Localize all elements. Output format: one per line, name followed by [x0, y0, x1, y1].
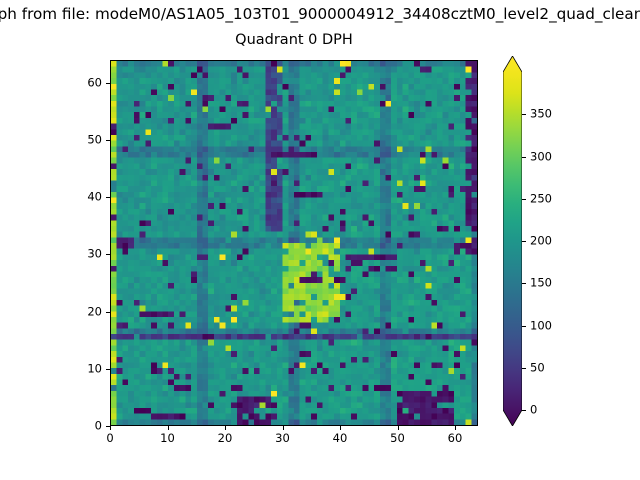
- y-tick-mark: [106, 311, 110, 313]
- x-tick-label: 40: [332, 431, 348, 445]
- x-tick-label: 20: [217, 431, 233, 445]
- y-tick-label: 0: [94, 418, 102, 433]
- x-tick-mark: [397, 426, 399, 430]
- page-title: Quadrant 0 DPH: [235, 32, 353, 48]
- colorbar-tick-label: 50: [530, 360, 545, 375]
- x-tick-mark: [225, 426, 226, 430]
- x-tick-label: 30: [275, 431, 290, 445]
- y-tick-label: 40: [87, 189, 102, 204]
- x-tick-label: 10: [160, 431, 175, 445]
- x-tick-label: 60: [447, 431, 463, 445]
- colorbar-tick-label: 250: [530, 191, 552, 206]
- x-tick-mark: [340, 426, 341, 430]
- x-tick-label: 50: [390, 431, 405, 445]
- colorbar-tick-mark: [522, 198, 526, 200]
- colorbar-tick-mark: [522, 283, 526, 285]
- heatmap-axes: [110, 60, 478, 426]
- y-tick-label: 30: [87, 246, 102, 261]
- y-tick-label: 50: [87, 132, 102, 147]
- colorbar-tick-mark: [522, 156, 526, 158]
- x-tick-label: 0: [106, 431, 114, 445]
- y-tick-label: 10: [87, 361, 102, 376]
- y-tick-mark: [106, 82, 110, 84]
- colorbar-tick-mark: [522, 367, 526, 369]
- colorbar-tick-mark: [522, 114, 526, 116]
- y-tick-mark: [106, 426, 110, 427]
- x-tick-mark: [282, 426, 284, 430]
- colorbar-tick-mark: [522, 325, 526, 327]
- colorbar-tick-label: 150: [530, 275, 552, 290]
- figure-suptitle: dph from file: modeM0/AS1A05_103T01_9000…: [0, 5, 640, 23]
- colorbar-tick-label: 100: [530, 318, 552, 332]
- y-tick-mark: [106, 368, 110, 370]
- colorbar-tick-mark: [522, 241, 526, 242]
- x-tick-mark: [110, 426, 111, 430]
- colorbar-gradient: [503, 56, 522, 426]
- colorbar-tick-label: 300: [530, 149, 552, 163]
- figure-suptitle-clip: dph from file: modeM0/AS1A05_103T01_9000…: [0, 3, 640, 25]
- y-tick-mark: [106, 254, 110, 256]
- y-tick-label: 60: [87, 75, 102, 90]
- y-tick-label: 20: [87, 304, 102, 319]
- x-tick-mark: [167, 426, 169, 430]
- colorbar: 0 50 100 150 200 250 300 350: [503, 56, 623, 428]
- colorbar-tick-label: 0: [530, 402, 538, 417]
- y-tick-mark: [106, 197, 110, 199]
- dph-heatmap-image: [111, 61, 477, 425]
- colorbar-tick-label: 200: [530, 233, 552, 248]
- y-tick-mark: [106, 140, 110, 142]
- colorbar-tick-label: 350: [530, 106, 552, 121]
- x-tick-mark: [455, 426, 456, 430]
- colorbar-tick-mark: [522, 410, 526, 411]
